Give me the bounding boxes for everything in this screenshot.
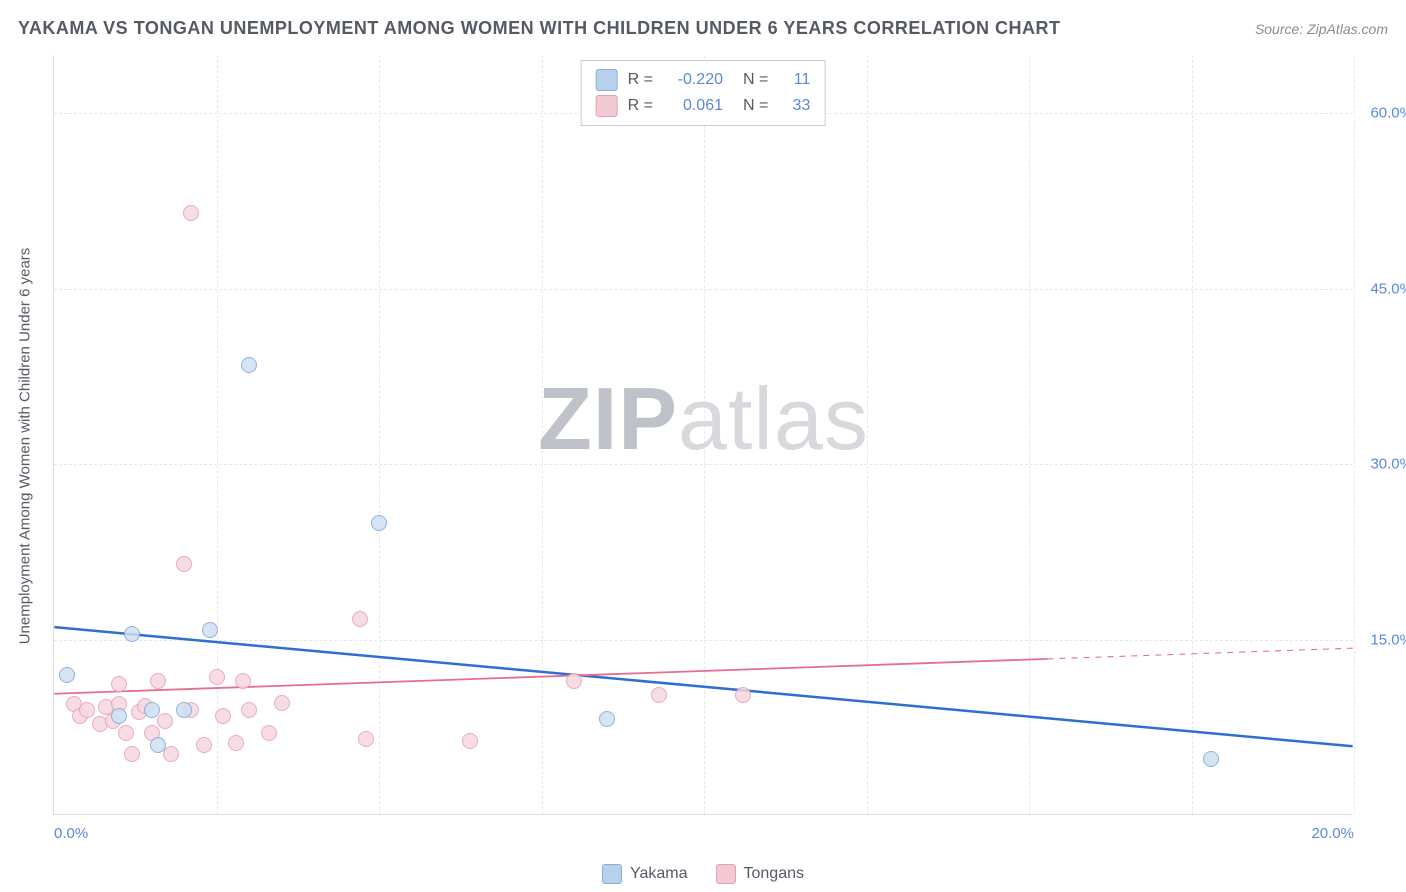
n-value-yakama: 11 — [778, 71, 810, 89]
r-value-tongans: 0.061 — [663, 97, 723, 115]
gridline-v — [1029, 55, 1030, 814]
marker-tongans — [209, 669, 225, 685]
swatch-yakama — [596, 69, 618, 91]
legend-label-yakama: Yakama — [630, 865, 688, 883]
x-tick-label: 0.0% — [54, 825, 88, 842]
swatch-tongans — [596, 95, 618, 117]
trend-line-tongans-dashed — [1048, 648, 1353, 659]
stats-legend-row-tongans: R = 0.061 N = 33 — [596, 93, 811, 119]
marker-tongans — [118, 725, 134, 741]
legend-label-tongans: Tongans — [744, 865, 805, 883]
legend-item-yakama: Yakama — [602, 864, 688, 884]
stats-legend-row-yakama: R = -0.220 N = 11 — [596, 67, 811, 93]
y-axis-label: Unemployment Among Women with Children U… — [17, 248, 34, 645]
r-value-yakama: -0.220 — [663, 71, 723, 89]
marker-tongans — [79, 702, 95, 718]
gridline-v — [1354, 55, 1355, 814]
legend-item-tongans: Tongans — [716, 864, 805, 884]
marker-tongans — [274, 695, 290, 711]
marker-yakama — [176, 702, 192, 718]
marker-tongans — [176, 556, 192, 572]
source-label: Source: ZipAtlas.com — [1255, 21, 1388, 37]
r-label: R = — [628, 97, 653, 115]
marker-tongans — [651, 687, 667, 703]
marker-tongans — [157, 713, 173, 729]
n-label: N = — [743, 71, 768, 89]
marker-tongans — [261, 725, 277, 741]
marker-tongans — [566, 673, 582, 689]
marker-yakama — [1203, 751, 1219, 767]
gridline-v — [542, 55, 543, 814]
y-tick-label: 60.0% — [1358, 105, 1406, 122]
marker-tongans — [358, 731, 374, 747]
marker-yakama — [111, 708, 127, 724]
n-label: N = — [743, 97, 768, 115]
marker-yakama — [150, 737, 166, 753]
marker-tongans — [183, 205, 199, 221]
gridline-v — [379, 55, 380, 814]
n-value-tongans: 33 — [778, 97, 810, 115]
marker-tongans — [150, 673, 166, 689]
marker-yakama — [124, 626, 140, 642]
swatch-yakama — [602, 864, 622, 884]
y-tick-label: 15.0% — [1358, 631, 1406, 648]
marker-yakama — [59, 667, 75, 683]
marker-yakama — [144, 702, 160, 718]
marker-tongans — [196, 737, 212, 753]
gridline-v — [867, 55, 868, 814]
marker-tongans — [124, 746, 140, 762]
marker-yakama — [599, 711, 615, 727]
r-label: R = — [628, 71, 653, 89]
plot-area: 15.0%30.0%45.0%60.0%0.0%20.0%ZIPatlas — [53, 55, 1353, 815]
series-legend: Yakama Tongans — [602, 864, 804, 884]
marker-tongans — [352, 611, 368, 627]
marker-tongans — [241, 702, 257, 718]
stats-legend: R = -0.220 N = 11 R = 0.061 N = 33 — [581, 60, 826, 126]
marker-tongans — [462, 733, 478, 749]
marker-tongans — [735, 687, 751, 703]
swatch-tongans — [716, 864, 736, 884]
y-tick-label: 45.0% — [1358, 280, 1406, 297]
marker-tongans — [163, 746, 179, 762]
marker-tongans — [111, 676, 127, 692]
marker-tongans — [235, 673, 251, 689]
marker-tongans — [215, 708, 231, 724]
gridline-v — [1192, 55, 1193, 814]
gridline-v — [704, 55, 705, 814]
marker-tongans — [228, 735, 244, 751]
gridline-v — [217, 55, 218, 814]
chart-title: YAKAMA VS TONGAN UNEMPLOYMENT AMONG WOME… — [18, 18, 1061, 39]
x-tick-label: 20.0% — [1311, 825, 1354, 842]
marker-yakama — [202, 622, 218, 638]
y-tick-label: 30.0% — [1358, 456, 1406, 473]
marker-yakama — [241, 357, 257, 373]
marker-yakama — [371, 515, 387, 531]
trend-line-tongans — [54, 659, 1047, 694]
